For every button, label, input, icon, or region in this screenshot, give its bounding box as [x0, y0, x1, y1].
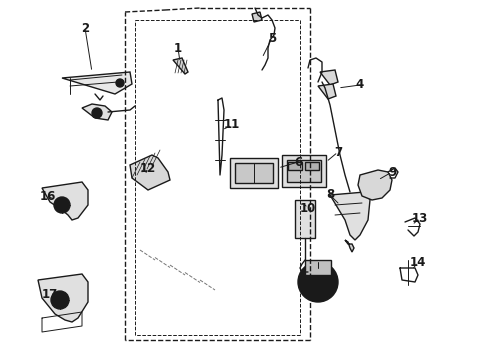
Text: 16: 16: [40, 189, 56, 202]
Polygon shape: [358, 170, 392, 200]
Circle shape: [59, 202, 65, 208]
Polygon shape: [318, 84, 336, 99]
Bar: [282, 155, 326, 187]
Circle shape: [306, 270, 330, 294]
Polygon shape: [320, 70, 338, 85]
Circle shape: [298, 262, 338, 302]
Bar: [305, 162, 319, 170]
Polygon shape: [38, 274, 88, 322]
Text: 11: 11: [224, 118, 240, 131]
Polygon shape: [330, 192, 370, 240]
Bar: [295, 200, 315, 238]
Polygon shape: [345, 240, 354, 252]
Text: 8: 8: [326, 189, 334, 202]
Bar: [305, 260, 331, 275]
Text: 14: 14: [410, 256, 426, 269]
Polygon shape: [82, 104, 112, 120]
Text: 13: 13: [412, 211, 428, 225]
Polygon shape: [130, 155, 170, 190]
Circle shape: [57, 297, 63, 303]
Text: 5: 5: [268, 31, 276, 45]
Polygon shape: [42, 182, 88, 220]
Text: 17: 17: [42, 288, 58, 302]
Bar: [230, 158, 278, 188]
Circle shape: [92, 108, 102, 118]
Circle shape: [54, 197, 70, 213]
Circle shape: [51, 291, 69, 309]
Polygon shape: [173, 58, 188, 74]
Text: 3: 3: [91, 108, 99, 122]
Text: 12: 12: [140, 162, 156, 175]
Text: 4: 4: [356, 78, 364, 91]
Polygon shape: [252, 12, 262, 22]
Bar: [235, 163, 273, 183]
Text: 15: 15: [310, 285, 326, 298]
Text: 6: 6: [294, 156, 302, 168]
Text: 7: 7: [334, 145, 342, 158]
Circle shape: [313, 277, 323, 287]
Polygon shape: [62, 72, 132, 94]
Circle shape: [116, 79, 124, 87]
Text: 9: 9: [388, 166, 396, 179]
Bar: [288, 162, 302, 170]
Text: 1: 1: [174, 41, 182, 54]
Text: 10: 10: [300, 202, 316, 215]
Text: 2: 2: [81, 22, 89, 35]
Bar: [287, 160, 321, 182]
